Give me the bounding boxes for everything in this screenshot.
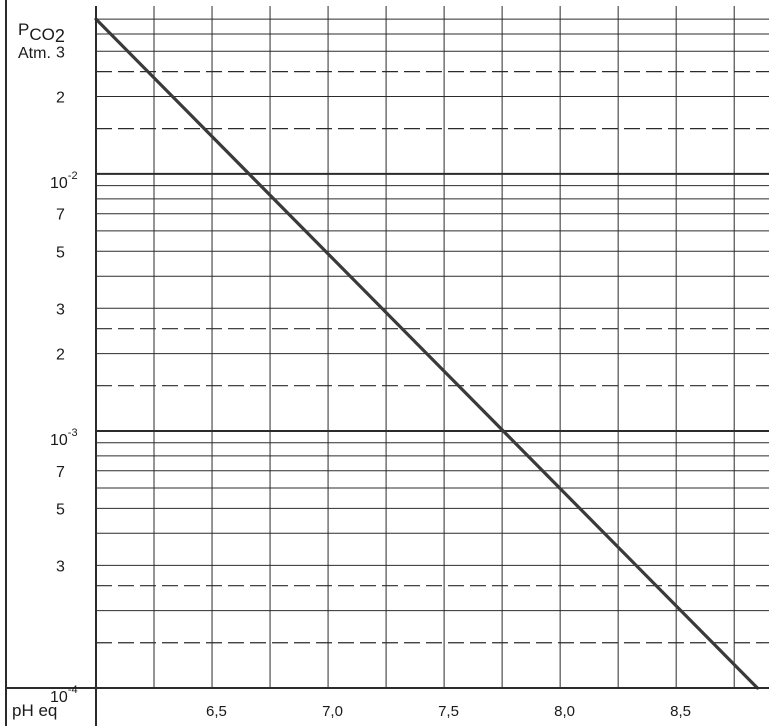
y-tick-label-9: 5 — [56, 501, 65, 518]
y-tick-label-5: 3 — [56, 301, 65, 318]
y-tick-label-2: 10-2 — [50, 170, 78, 192]
y-axis-unit-label: Atm. — [18, 45, 51, 62]
y-axis-label-sub2: 2 — [55, 26, 65, 46]
y-tick-label-4: 5 — [56, 244, 65, 261]
x-tick-labels: 6,5 7,0 7,5 8,0 8,5 — [206, 703, 691, 720]
y-tick-label-0: 3 — [56, 44, 65, 61]
y-tick-label-7: 10-3 — [50, 427, 78, 449]
x-tick-label-2: 7,5 — [438, 703, 459, 720]
y-axis-label-sub: CO — [29, 25, 55, 44]
y-tick-label-3: 7 — [56, 207, 65, 224]
x-tick-label-0: 6,5 — [206, 703, 227, 720]
y-tick-label-8: 7 — [56, 464, 65, 481]
chart-frame — [5, 0, 769, 726]
x-axis-label: pH eq — [12, 701, 57, 720]
y-axis-label: PCO2 — [18, 20, 65, 46]
y-tick-label-10: 3 — [56, 558, 65, 575]
y-tick-labels: 3 2 10-2 7 5 3 2 10-3 7 5 3 10-4 — [50, 44, 78, 706]
x-tick-label-1: 7,0 — [322, 703, 343, 720]
x-tick-label-4: 8,5 — [670, 703, 691, 720]
y-tick-label-11: 10-4 — [50, 684, 78, 706]
y-tick-label-1: 2 — [56, 90, 65, 107]
y-tick-label-6: 2 — [56, 347, 65, 364]
series-lines — [94, 17, 759, 690]
series-line-0 — [94, 17, 759, 690]
y-axis-label-main: P — [18, 20, 29, 39]
x-tick-label-3: 8,0 — [554, 703, 575, 720]
